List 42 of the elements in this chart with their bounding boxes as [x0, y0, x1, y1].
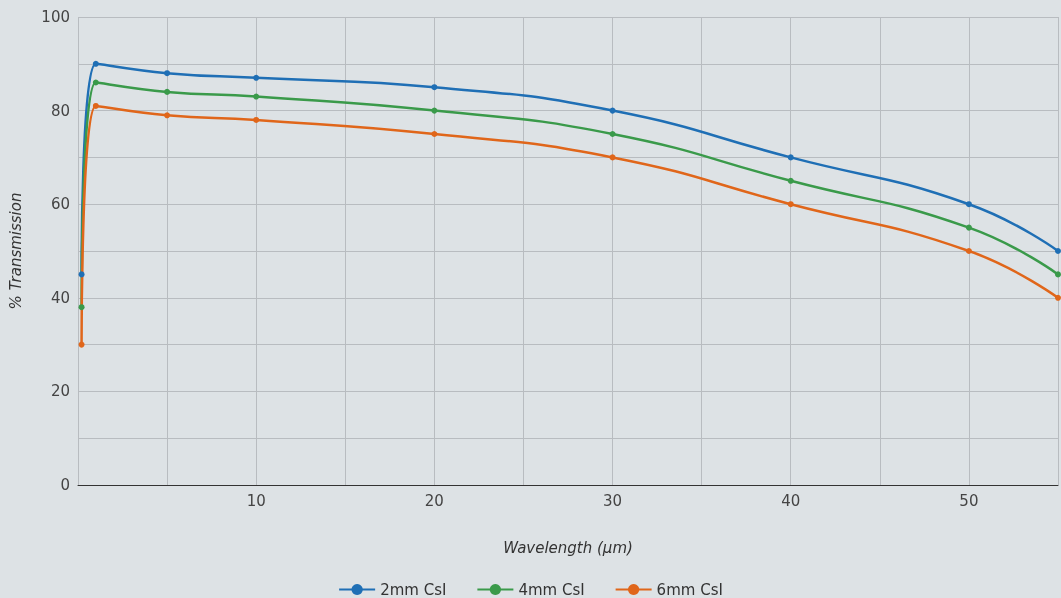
- point: [92, 102, 99, 109]
- point: [253, 93, 260, 100]
- x-axis-title: Wavelength (µm): [503, 538, 633, 557]
- point: [78, 304, 85, 311]
- point: [431, 131, 438, 137]
- point: [78, 341, 85, 348]
- x-tick-label: 20: [424, 491, 444, 510]
- y-axis-title: % Transmission: [6, 192, 25, 310]
- x-tick-label: 30: [603, 491, 623, 510]
- legend-label: 2mm CsI: [380, 580, 447, 598]
- x-tick-label: 40: [781, 491, 801, 510]
- point: [253, 116, 260, 123]
- y-tick-label: 60: [50, 195, 70, 214]
- point: [92, 60, 99, 67]
- y-tick-label: 40: [50, 288, 70, 307]
- legend-label: 6mm CsI: [656, 580, 723, 598]
- y-tick-label: 100: [41, 8, 70, 26]
- point: [965, 248, 972, 254]
- x-tick-label: 10: [246, 491, 266, 510]
- point: [92, 79, 99, 86]
- point: [609, 131, 616, 137]
- point: [253, 74, 260, 81]
- point: [164, 88, 171, 95]
- y-tick-label: 20: [50, 382, 70, 401]
- point: [965, 224, 972, 231]
- point: [787, 177, 794, 184]
- point: [787, 154, 794, 161]
- point: [965, 201, 972, 208]
- point: [609, 154, 616, 161]
- point: [164, 70, 171, 77]
- x-tick-label: 50: [959, 491, 979, 510]
- point: [1055, 248, 1061, 254]
- point: [787, 201, 794, 208]
- point: [431, 107, 438, 114]
- y-tick-label: 0: [60, 476, 70, 494]
- point: [78, 271, 85, 278]
- point: [1055, 271, 1061, 278]
- point: [1055, 294, 1061, 301]
- legend-label: 4mm CsI: [518, 580, 585, 598]
- y-tick-label: 80: [50, 101, 70, 120]
- point: [431, 84, 438, 91]
- point: [164, 112, 171, 119]
